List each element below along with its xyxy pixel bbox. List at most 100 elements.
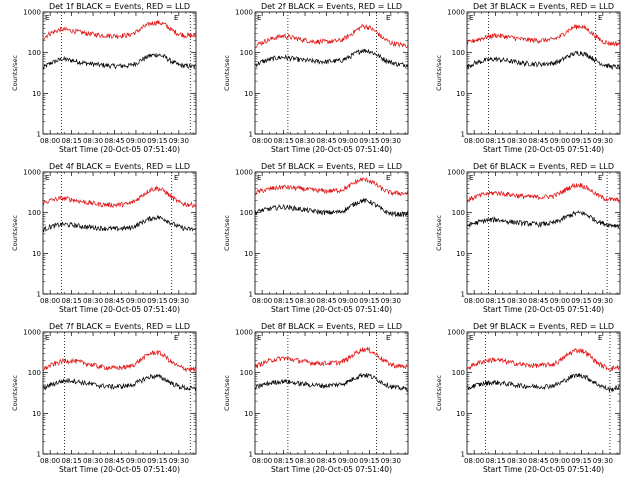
- y-tick-label: 1000: [23, 9, 41, 17]
- y-tick-label: 1000: [235, 329, 253, 337]
- series-line-events: [254, 372, 409, 392]
- plot-frame: [254, 11, 409, 135]
- x-tick-label: 08:00: [252, 457, 272, 465]
- x-tick-label: 08:15: [62, 137, 82, 145]
- panel-title: Det 9f BLACK = Events, RED = LLD: [473, 322, 614, 331]
- x-tick-label: 08:00: [464, 137, 484, 145]
- x-tick-label: 08:45: [316, 297, 336, 305]
- x-axis-label: Start Time (20-Oct-05 07:51:40): [59, 465, 180, 474]
- x-tick-label: 09:15: [147, 137, 167, 145]
- x-tick-label: 08:30: [83, 297, 103, 305]
- x-tick-label: 09:15: [571, 137, 591, 145]
- x-axis-label: Start Time (20-Oct-05 07:51:40): [483, 305, 604, 314]
- x-tick-label: 09:30: [169, 297, 189, 305]
- x-tick-label: 08:00: [252, 137, 272, 145]
- x-tick-label: 08:45: [316, 137, 336, 145]
- x-tick-label: 09:00: [126, 457, 146, 465]
- y-tick-label: 10: [32, 410, 41, 418]
- x-tick-label: 09:30: [593, 297, 613, 305]
- plot-frame: [42, 11, 197, 135]
- x-tick-label: 09:30: [169, 137, 189, 145]
- x-tick-label: 09:00: [338, 297, 358, 305]
- plot-frame: [466, 331, 621, 455]
- event-marker-label: E: [386, 14, 390, 22]
- plot-frame: [42, 171, 197, 295]
- y-axis-label: Counts/sec: [435, 55, 443, 91]
- panel-title: Det 3f BLACK = Events, RED = LLD: [473, 2, 614, 11]
- y-axis-label: Counts/sec: [435, 215, 443, 251]
- series-line-lld: [42, 349, 197, 373]
- panel-title: Det 6f BLACK = Events, RED = LLD: [473, 162, 614, 171]
- event-marker-label: E: [469, 14, 473, 22]
- x-tick-label: 08:45: [528, 137, 548, 145]
- y-tick-label: 1: [37, 451, 41, 459]
- event-marker-label: E: [174, 334, 178, 342]
- x-axis-label: Start Time (20-Oct-05 07:51:40): [271, 305, 392, 314]
- series-line-lld: [254, 346, 409, 370]
- x-tick-label: 09:30: [593, 457, 613, 465]
- y-tick-label: 100: [452, 209, 465, 217]
- series-line-lld: [466, 182, 621, 204]
- x-tick-label: 09:00: [126, 137, 146, 145]
- x-tick-label: 08:15: [62, 297, 82, 305]
- x-tick-label: 09:15: [571, 457, 591, 465]
- x-tick-label: 08:30: [295, 297, 315, 305]
- series-line-lld: [466, 24, 621, 47]
- y-tick-label: 1000: [447, 9, 465, 17]
- event-marker-label: E: [598, 334, 602, 342]
- x-tick-label: 08:15: [486, 297, 506, 305]
- x-tick-label: 08:45: [528, 457, 548, 465]
- x-axis-label: Start Time (20-Oct-05 07:51:40): [271, 465, 392, 474]
- x-axis-label: Start Time (20-Oct-05 07:51:40): [483, 465, 604, 474]
- y-tick-label: 1: [461, 131, 465, 139]
- series-line-events: [466, 50, 621, 70]
- series-line-events: [42, 373, 197, 392]
- x-tick-label: 08:15: [486, 457, 506, 465]
- y-tick-label: 100: [240, 209, 253, 217]
- plot-frame: [466, 171, 621, 295]
- y-tick-label: 1: [461, 291, 465, 299]
- series-line-lld: [466, 347, 621, 372]
- y-tick-label: 100: [452, 369, 465, 377]
- x-tick-label: 08:45: [104, 297, 124, 305]
- y-axis-label: Counts/sec: [11, 215, 19, 251]
- x-tick-label: 08:00: [252, 297, 272, 305]
- panel-title: Det 8f BLACK = Events, RED = LLD: [261, 322, 402, 331]
- x-tick-label: 08:30: [295, 137, 315, 145]
- series-line-lld: [254, 23, 409, 49]
- x-tick-label: 09:00: [338, 457, 358, 465]
- x-tick-label: 08:15: [274, 457, 294, 465]
- x-tick-label: 08:00: [40, 297, 60, 305]
- x-tick-label: 08:45: [528, 297, 548, 305]
- x-tick-label: 09:00: [338, 137, 358, 145]
- x-tick-label: 09:15: [359, 457, 379, 465]
- y-tick-label: 1000: [23, 329, 41, 337]
- y-axis-label: Counts/sec: [223, 375, 231, 411]
- y-axis-label: Counts/sec: [11, 55, 19, 91]
- x-tick-label: 08:45: [104, 457, 124, 465]
- panel-title: Det 4f BLACK = Events, RED = LLD: [49, 162, 190, 171]
- event-marker-label: E: [469, 174, 473, 182]
- plot-frame: [254, 331, 409, 455]
- series-line-events: [42, 215, 197, 233]
- y-tick-label: 10: [456, 90, 465, 98]
- x-tick-label: 09:15: [571, 297, 591, 305]
- y-tick-label: 1: [37, 291, 41, 299]
- y-tick-label: 1000: [447, 329, 465, 337]
- x-tick-label: 09:00: [126, 297, 146, 305]
- event-marker-label: E: [45, 334, 49, 342]
- y-tick-label: 1: [249, 451, 253, 459]
- panel-title: Det 2f BLACK = Events, RED = LLD: [261, 2, 402, 11]
- x-axis-label: Start Time (20-Oct-05 07:51:40): [59, 305, 180, 314]
- series-line-events: [254, 48, 409, 68]
- y-tick-label: 1: [37, 131, 41, 139]
- event-marker-label: E: [257, 174, 261, 182]
- series-line-events: [466, 210, 621, 229]
